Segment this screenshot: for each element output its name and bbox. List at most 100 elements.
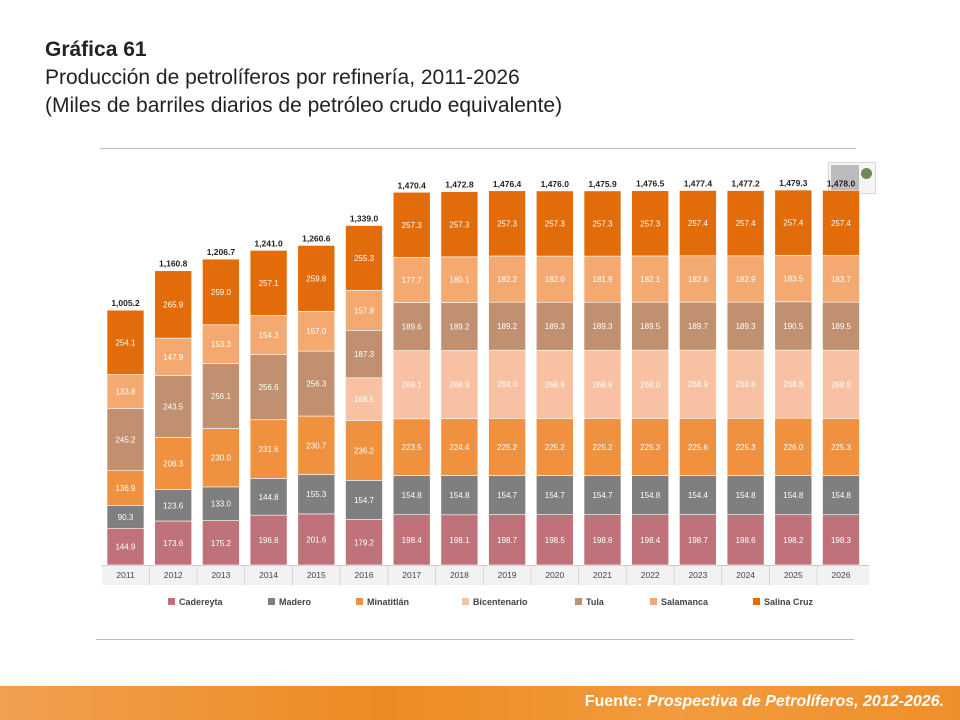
bar-segment-madero-2012 — [154, 489, 193, 522]
data-label-minatitlán-2016: 236.2 — [354, 446, 375, 455]
data-label-tula-2020: 189.3 — [545, 322, 566, 331]
chart-title: Producción de petrolíferos por refinería… — [45, 66, 520, 89]
data-label-cadereyta-2021: 198.6 — [592, 536, 613, 545]
bar-segment-minatitlán-2015 — [297, 415, 336, 475]
legend-swatch-cadereyta — [168, 598, 175, 605]
bar-segment-madero-2020 — [535, 475, 574, 515]
bar-segment-madero-2021 — [583, 475, 622, 515]
bar-segment-madero-2024 — [726, 475, 765, 515]
total-label-2019: 1,476.4 — [493, 179, 522, 189]
bar-segment-salamanca-2020 — [535, 255, 574, 303]
data-label-salina-cruz-2013: 259.0 — [211, 288, 232, 297]
x-tick-label-2021: 2021 — [593, 570, 612, 580]
data-label-salamanca-2014: 154.3 — [259, 331, 280, 340]
bar-segment-salamanca-2015 — [297, 310, 336, 352]
total-label-2014: 1,241.0 — [254, 238, 283, 248]
data-label-cadereyta-2020: 198.5 — [545, 536, 566, 545]
bar-segment-madero-2019 — [488, 475, 526, 515]
bar-segment-madero-2015 — [297, 474, 336, 515]
data-label-cadereyta-2022: 198.4 — [640, 536, 661, 545]
bar-segment-minatitlán-2023 — [679, 417, 717, 476]
logo-band — [831, 165, 859, 191]
x-tick-label-2022: 2022 — [641, 570, 660, 580]
bar-segment-salamanca-2025 — [774, 254, 813, 303]
data-label-bicentenario-2026: 268.9 — [831, 380, 852, 389]
total-label-2013: 1,206.7 — [207, 247, 236, 257]
data-label-tula-2019: 189.2 — [497, 322, 518, 331]
data-label-bicentenario-2019: 269.0 — [497, 380, 518, 389]
data-label-bicentenario-2023: 268.9 — [688, 380, 709, 389]
total-label-2012: 1,160.8 — [159, 259, 188, 269]
bar-segment-salina-cruz-2024 — [726, 190, 765, 257]
bar-segment-cadereyta-2024 — [726, 514, 765, 566]
data-label-cadereyta-2024: 198.6 — [736, 536, 757, 545]
bar-segment-minatitlán-2022 — [631, 418, 670, 476]
data-label-salamanca-2020: 182.0 — [545, 275, 566, 284]
legend-label-minatitlán: Minatitlán — [367, 597, 409, 607]
data-label-tula-2014: 256.6 — [259, 383, 280, 392]
bar-segment-madero-2016 — [345, 480, 383, 520]
total-label-2018: 1,472.8 — [445, 180, 474, 190]
data-label-cadereyta-2026: 198.3 — [831, 536, 852, 545]
data-label-madero-2023: 154.4 — [688, 491, 709, 500]
bar-segment-bicentenario-2025 — [774, 349, 813, 419]
data-label-salina-cruz-2025: 257.4 — [783, 219, 804, 228]
bar-segment-salina-cruz-2020 — [535, 190, 574, 257]
data-label-minatitlán-2026: 225.3 — [831, 443, 852, 452]
data-label-salamanca-2016: 157.9 — [354, 306, 375, 315]
data-label-tula-2017: 189.6 — [402, 323, 423, 332]
bar-segment-salamanca-2023 — [679, 255, 717, 303]
bar-segment-tula-2014 — [249, 354, 288, 421]
legend-label-madero: Madero — [279, 597, 312, 607]
data-label-minatitlán-2024: 225.3 — [736, 443, 757, 452]
data-label-salamanca-2021: 181.9 — [592, 275, 613, 284]
data-label-salina-cruz-2014: 257.1 — [259, 279, 280, 288]
data-label-salamanca-2019: 182.2 — [497, 275, 518, 284]
bar-segment-tula-2012 — [154, 375, 193, 438]
data-label-salina-cruz-2019: 257.3 — [497, 219, 518, 228]
bar-segment-minatitlán-2017 — [392, 418, 431, 476]
x-tick-label-2023: 2023 — [688, 570, 707, 580]
logo-seal-icon — [861, 168, 872, 179]
total-label-2016: 1,339.0 — [350, 214, 379, 224]
data-label-cadereyta-2017: 198.4 — [402, 536, 423, 545]
total-label-2017: 1,470.4 — [398, 180, 427, 190]
footer-source-text: Prospectiva de Petrolíferos, 2012-2026. — [646, 693, 944, 710]
data-label-salina-cruz-2017: 257.3 — [402, 221, 423, 230]
bar-segment-salamanca-2022 — [631, 255, 670, 303]
data-label-tula-2026: 189.5 — [831, 322, 852, 331]
legend-swatch-tula — [575, 598, 582, 605]
chart-subtitle: (Miles de barriles diarios de petróleo c… — [45, 94, 563, 117]
top-divider — [100, 148, 856, 149]
bar-segment-salina-cruz-2011 — [106, 309, 145, 375]
data-label-cadereyta-2016: 179.2 — [354, 538, 375, 547]
bar-segment-madero-2026 — [822, 475, 860, 516]
data-label-madero-2026: 154.8 — [831, 491, 852, 500]
data-label-tula-2011: 245.2 — [115, 436, 136, 445]
legend-label-salamanca: Salamanca — [661, 597, 709, 607]
data-label-cadereyta-2011: 144.9 — [115, 543, 136, 552]
bar-segment-tula-2016 — [345, 329, 383, 379]
data-label-salamanca-2015: 157.0 — [306, 327, 327, 336]
total-label-2021: 1,475.9 — [588, 179, 617, 189]
stacked-bar-chart: 144.9 90.3 136.9 245.2 133.8 254.1 1,005.2 2011… — [102, 178, 870, 607]
data-label-salamanca-2017: 177.7 — [402, 276, 423, 285]
data-label-madero-2019: 154.7 — [497, 491, 518, 500]
bar-segment-minatitlán-2016 — [345, 420, 383, 481]
total-label-2020: 1,476.0 — [541, 179, 570, 189]
bar-segment-salina-cruz-2013 — [202, 258, 240, 326]
data-label-bicentenario-2022: 269.0 — [640, 380, 661, 389]
bar-segment-tula-2022 — [631, 301, 670, 351]
data-label-madero-2012: 123.6 — [163, 501, 184, 510]
total-label-2026: 1,478.0 — [827, 178, 856, 188]
data-label-minatitlán-2020: 225.2 — [545, 443, 566, 452]
data-label-salamanca-2011: 133.8 — [115, 388, 136, 397]
footer-label: Fuente: — [584, 693, 643, 710]
bar-segment-cadereyta-2014 — [249, 514, 288, 566]
total-label-2025: 1,479.3 — [779, 178, 808, 188]
data-label-salina-cruz-2011: 254.1 — [115, 338, 136, 347]
bar-segment-salamanca-2013 — [202, 324, 240, 364]
bar-segment-minatitlán-2012 — [154, 437, 193, 490]
data-label-madero-2022: 154.8 — [640, 491, 661, 500]
data-label-salina-cruz-2022: 257.3 — [640, 219, 661, 228]
